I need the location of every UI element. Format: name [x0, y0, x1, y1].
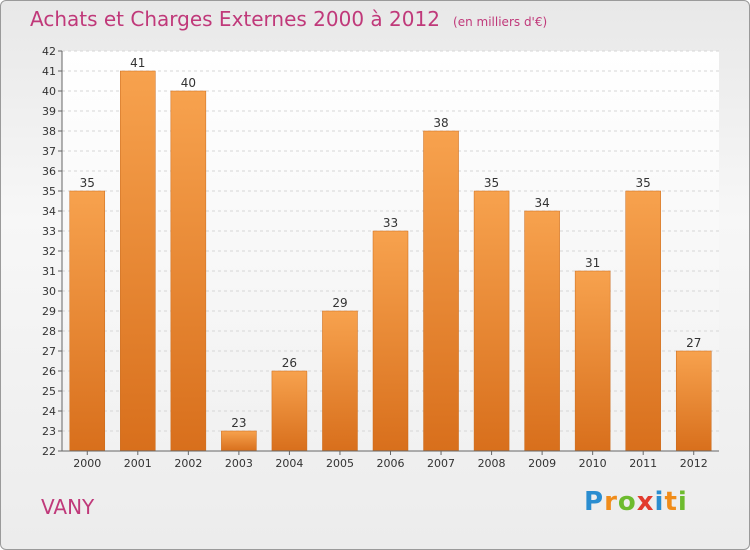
y-tick-label: 42: [42, 45, 56, 58]
bar: [69, 190, 106, 452]
x-tick-label: 2002: [174, 457, 202, 470]
chart-unit: (en milliers d'€): [453, 15, 548, 29]
x-tick-label: 2000: [73, 457, 101, 470]
data-label: 35: [636, 176, 651, 190]
data-label: 38: [433, 116, 448, 130]
y-tick-label: 41: [42, 65, 56, 78]
y-tick-label: 28: [42, 325, 56, 338]
y-tick-label: 23: [42, 425, 56, 438]
bar: [473, 190, 510, 452]
data-label: 35: [484, 176, 499, 190]
bar: [170, 90, 207, 452]
y-tick-label: 40: [42, 85, 56, 98]
data-label: 27: [686, 336, 701, 350]
x-tick-label: 2008: [478, 457, 506, 470]
y-tick-label: 25: [42, 385, 56, 398]
x-tick-label: 2010: [579, 457, 607, 470]
y-tick-label: 31: [42, 265, 56, 278]
x-tick-label: 2005: [326, 457, 354, 470]
logo-letter: x: [636, 487, 655, 517]
y-tick-label: 36: [42, 165, 56, 178]
data-label: 41: [130, 56, 145, 70]
x-tick-label: 2001: [124, 457, 152, 470]
bar: [372, 230, 409, 452]
bar: [271, 370, 308, 452]
bar: [574, 270, 611, 452]
y-tick-label: 34: [42, 205, 56, 218]
data-label: 34: [534, 196, 549, 210]
x-tick-label: 2012: [680, 457, 708, 470]
y-tick-label: 30: [42, 285, 56, 298]
y-tick-label: 26: [42, 365, 56, 378]
data-label: 40: [181, 76, 196, 90]
y-tick-label: 32: [42, 245, 56, 258]
bar: [625, 190, 661, 452]
chart-title: Achats et Charges Externes 2000 à 2012: [30, 7, 440, 31]
logo-letter: r: [604, 487, 618, 517]
y-tick-label: 33: [42, 225, 56, 238]
x-tick-label: 2007: [427, 457, 455, 470]
logo-letter: t: [664, 487, 678, 517]
chart-title-group: Achats et Charges Externes 2000 à 2012 (…: [30, 7, 547, 31]
bar: [120, 70, 156, 452]
y-tick-label: 35: [42, 185, 56, 198]
data-label: 29: [332, 296, 347, 310]
x-tick-label: 2011: [629, 457, 657, 470]
y-tick-label: 37: [42, 145, 56, 158]
logo-letter: i: [677, 487, 688, 517]
bar: [524, 210, 560, 452]
y-tick-label: 27: [42, 345, 56, 358]
bar: [675, 350, 712, 452]
data-label: 26: [282, 356, 297, 370]
x-tick-label: 2003: [225, 457, 253, 470]
x-tick-label: 2004: [275, 457, 303, 470]
bar: [221, 430, 257, 452]
x-tick-label: 2009: [528, 457, 556, 470]
x-tick-label: 2006: [377, 457, 405, 470]
bar: [423, 130, 459, 452]
bar: [322, 310, 358, 452]
data-label: 35: [80, 176, 95, 190]
commune-name: VANY: [41, 495, 95, 519]
data-label: 33: [383, 216, 398, 230]
y-tick-label: 22: [42, 445, 56, 458]
y-tick-label: 39: [42, 105, 56, 118]
y-tick-label: 38: [42, 125, 56, 138]
proxiti-logo: Proxiti: [584, 487, 688, 517]
y-tick-label: 24: [42, 405, 56, 418]
data-label: 31: [585, 256, 600, 270]
y-tick-label: 29: [42, 305, 56, 318]
logo-letter: i: [654, 487, 665, 517]
data-label: 23: [231, 416, 246, 430]
logo-letter: o: [617, 487, 637, 517]
logo-letter: P: [584, 487, 605, 517]
